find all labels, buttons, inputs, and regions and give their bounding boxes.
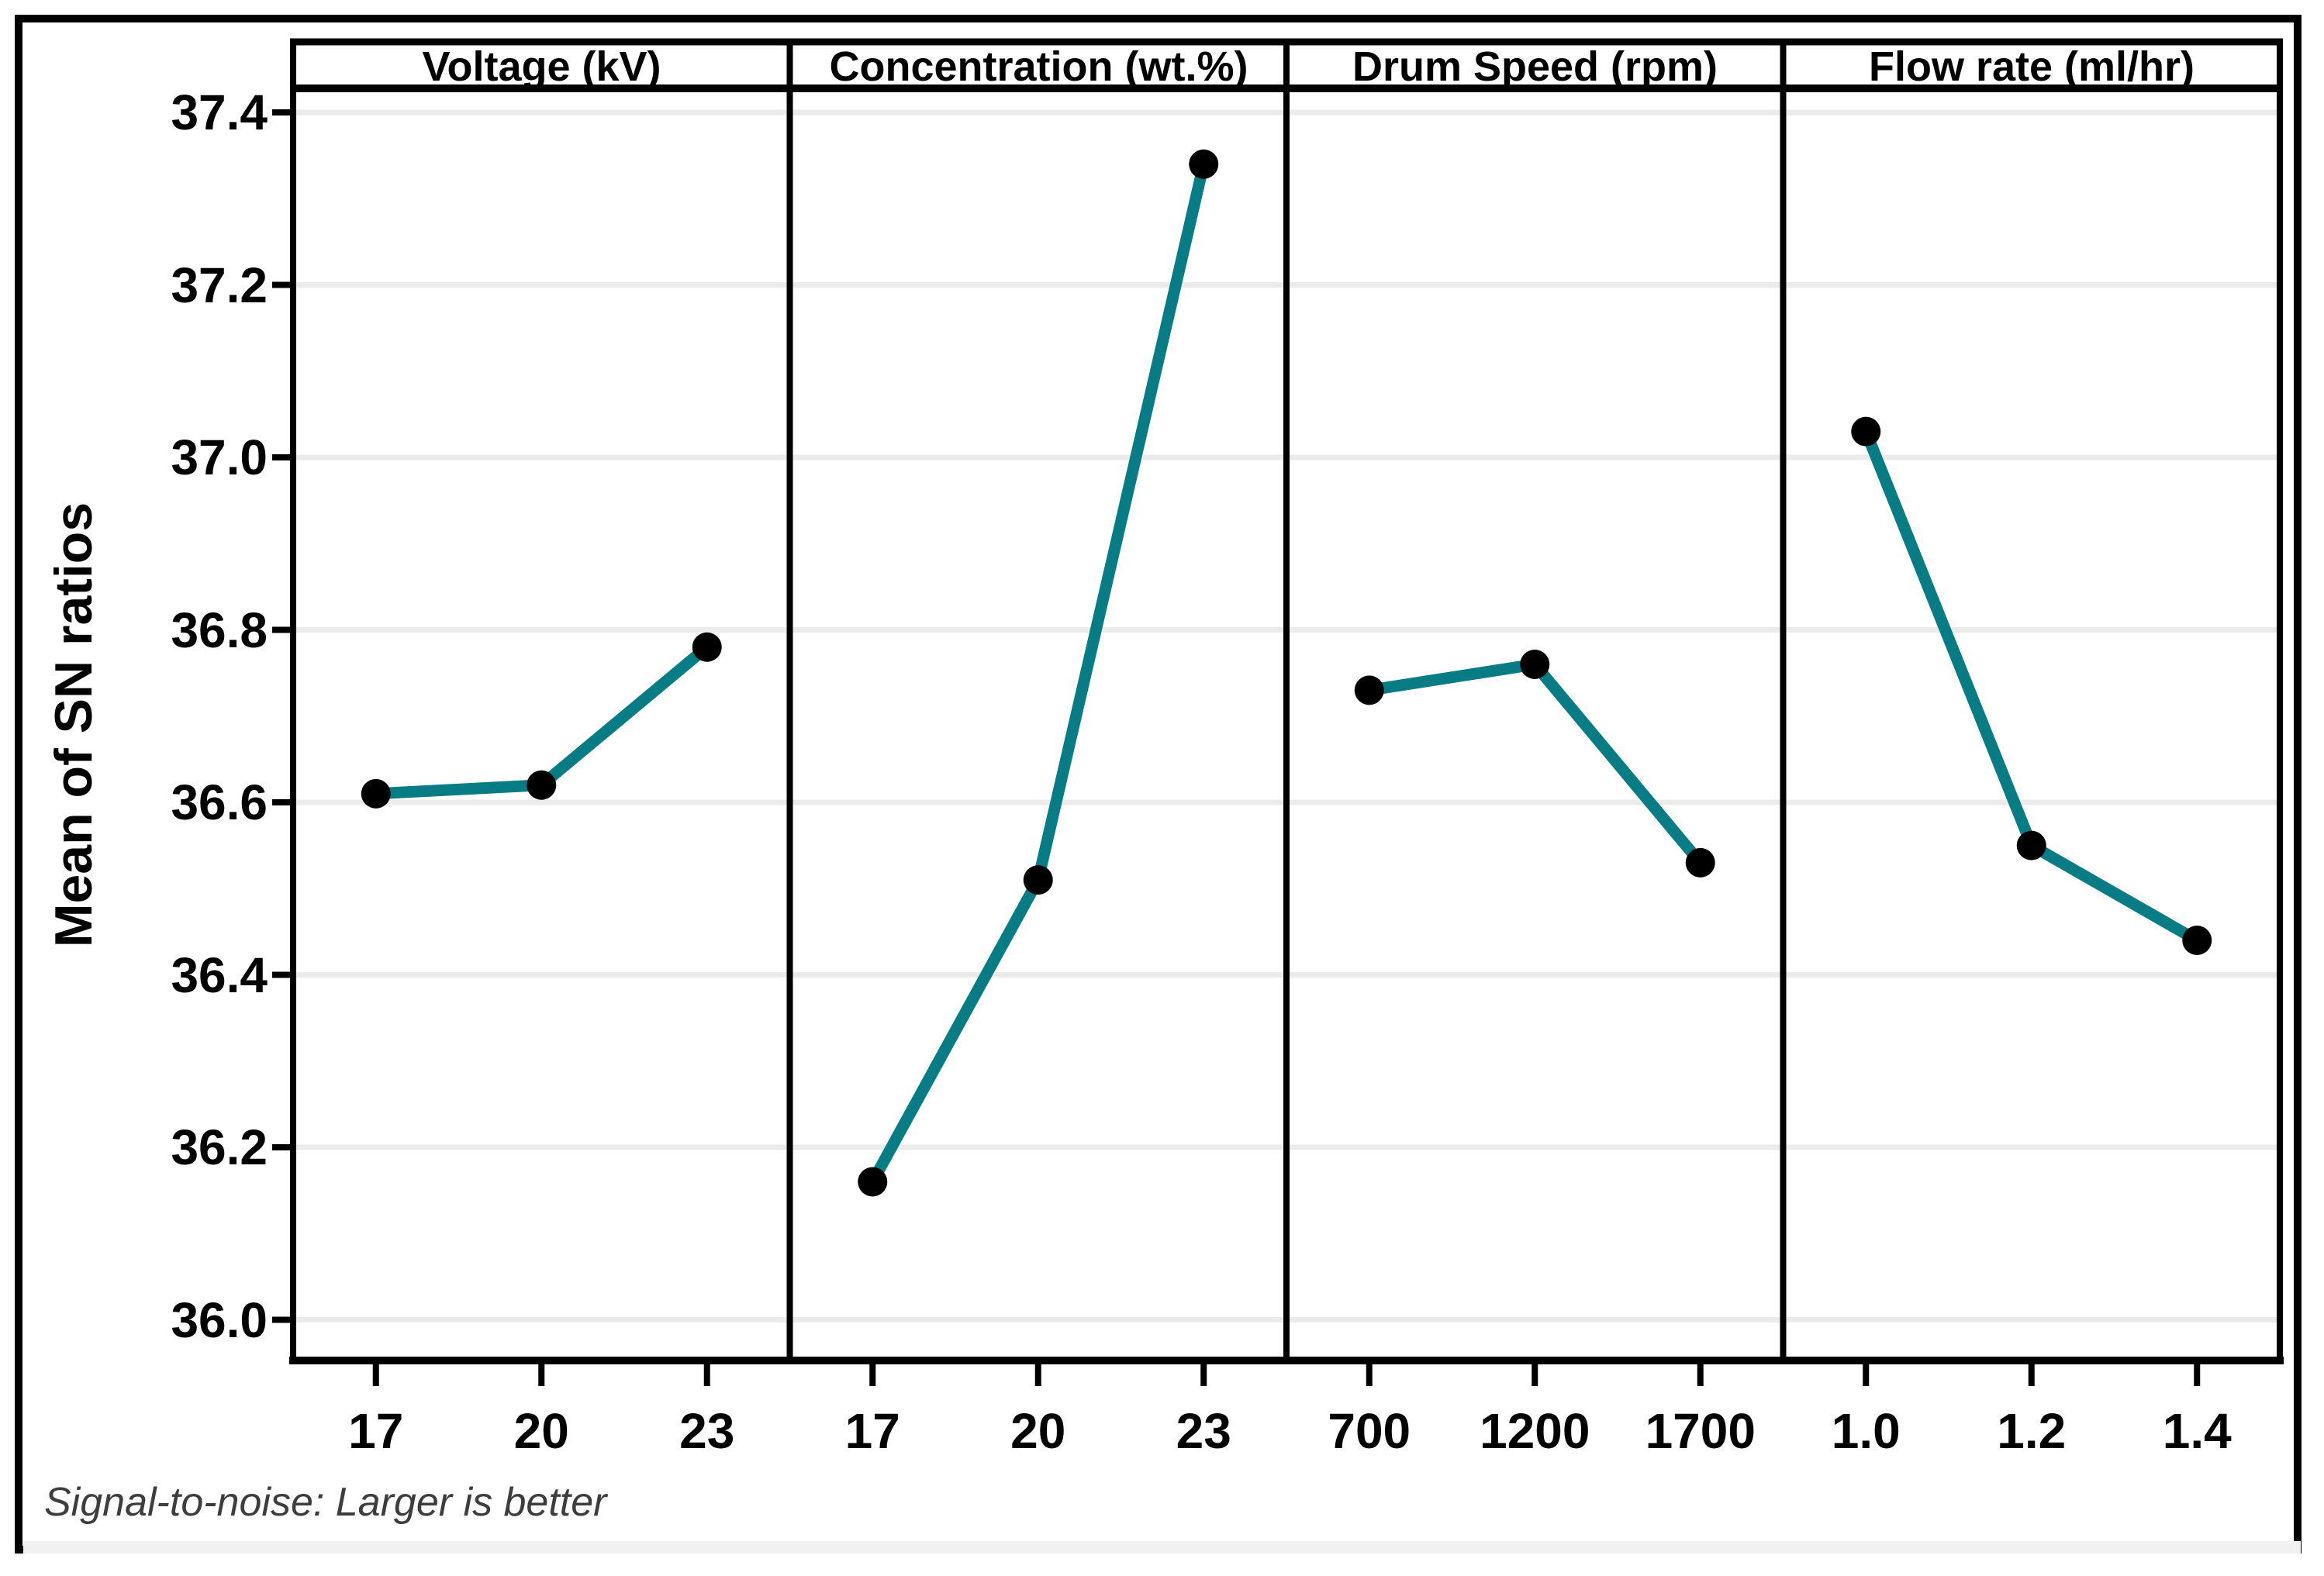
panel-header-flow-rate: Flow rate (ml/hr) [1868, 43, 2195, 90]
panel-header-drum-speed: Drum Speed (rpm) [1352, 43, 1718, 90]
y-tick-label: 37.4 [171, 84, 268, 140]
data-point-marker [1851, 416, 1881, 447]
x-tick-label: 17 [844, 1403, 900, 1459]
footer-note: Signal-to-noise: Larger is better [44, 1480, 607, 1525]
x-tick-label: 1200 [1480, 1403, 1590, 1459]
data-point-marker [527, 770, 557, 800]
y-tick-label: 37.0 [171, 429, 268, 485]
data-point-marker [1023, 865, 1053, 895]
data-point-marker [1685, 847, 1715, 878]
data-point-marker [361, 778, 391, 809]
x-tick-label: 20 [1010, 1403, 1066, 1459]
x-tick-label: 1700 [1645, 1403, 1756, 1459]
bottom-strip [23, 1541, 2301, 1554]
y-tick-label: 36.4 [171, 947, 268, 1003]
data-point-marker [2016, 830, 2046, 860]
y-tick-label: 36.0 [171, 1291, 268, 1348]
x-tick-label: 1.0 [1831, 1403, 1901, 1459]
y-tick-label: 36.6 [171, 774, 268, 830]
x-tick-label: 23 [1176, 1403, 1231, 1459]
x-tick-label: 23 [679, 1403, 735, 1459]
x-tick-label: 1.4 [2162, 1403, 2232, 1459]
panel-header-voltage: Voltage (kV) [422, 43, 661, 90]
x-tick-label: 1.2 [1997, 1403, 2067, 1459]
y-tick-label: 36.8 [171, 602, 268, 658]
data-point-marker [2182, 926, 2212, 955]
figure-border [15, 15, 2302, 1554]
panel-header-concentration: Concentration (wt.%) [829, 43, 1248, 90]
data-point-marker [858, 1167, 888, 1197]
data-point-marker [1354, 675, 1384, 705]
x-tick-label: 700 [1328, 1403, 1411, 1459]
y-tick-label: 37.2 [171, 257, 268, 313]
data-point-marker [1520, 650, 1550, 679]
x-tick-label: 20 [513, 1403, 569, 1459]
y-tick-label: 36.2 [171, 1119, 268, 1175]
data-point-marker [1189, 149, 1219, 179]
x-tick-label: 17 [348, 1403, 404, 1459]
data-point-marker [692, 632, 722, 662]
